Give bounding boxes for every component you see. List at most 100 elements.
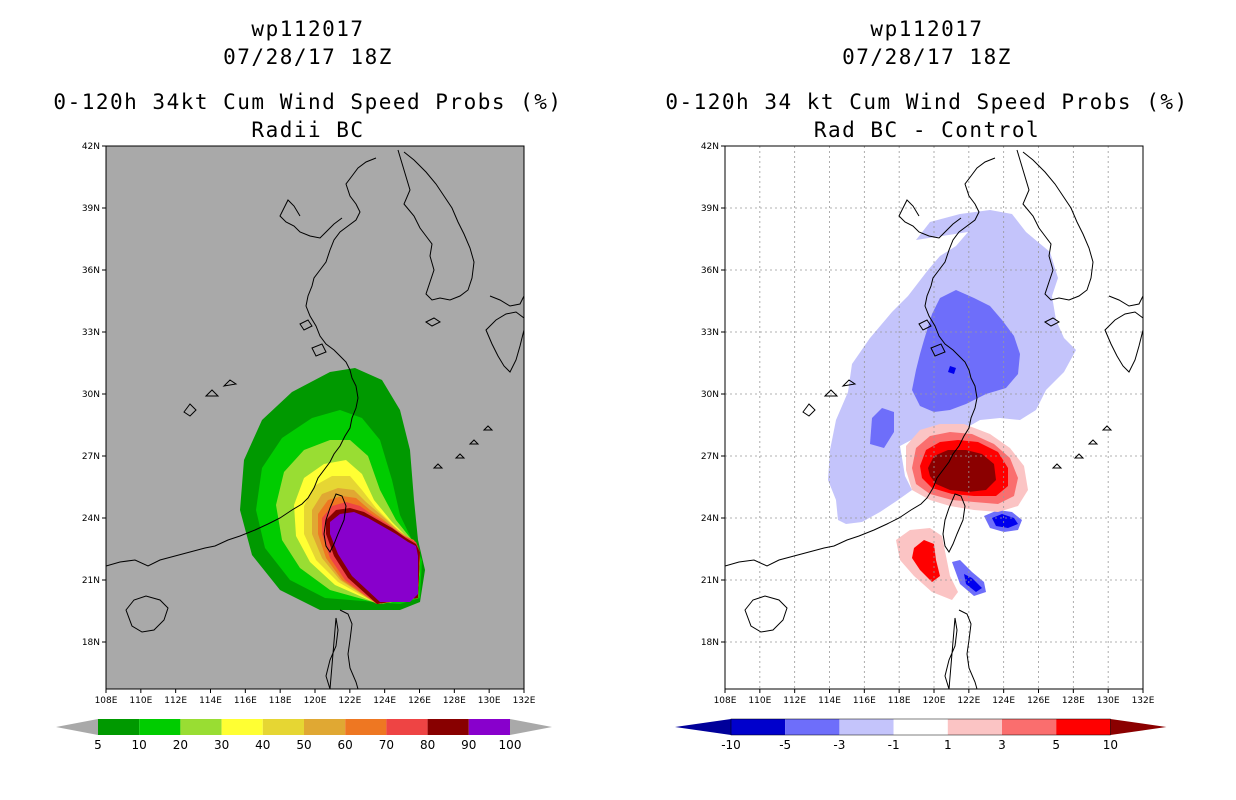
left-map-title: 0-120h 34kt Cum Wind Speed Probs (%) [53,90,563,114]
left-y-axis: 42N 39N 36N 33N 30N 27N 24N 21N 18N [82,142,106,648]
x-tick-label: 130E [478,696,501,706]
colorbar-label: 90 [461,738,476,752]
x-tick-label: 132E [1132,696,1155,706]
colorbar-label: -5 [779,738,791,752]
x-tick-label: 122E [338,696,361,706]
x-tick-label: 118E [269,696,292,706]
y-tick-label: 42N [82,142,100,152]
y-tick-label: 33N [82,328,100,338]
x-tick-label: 130E [1097,696,1120,706]
right-map-grid [725,146,1143,689]
colorbar-label: 10 [132,738,147,752]
colorbar-label: 5 [94,738,102,752]
colorbar-swatch [180,719,222,735]
colorbar-swatch [262,719,304,735]
x-tick-label: 112E [164,696,187,706]
colorbar-label: 3 [998,738,1006,752]
y-tick-label: 18N [82,638,100,648]
colorbar-label: 80 [420,738,435,752]
colorbar-label: 50 [296,738,311,752]
y-tick-label: 24N [701,514,719,524]
colorbar-label: 30 [214,738,229,752]
x-tick-label: 116E [234,696,257,706]
colorbar-swatch [139,719,181,735]
colorbar-swatch [785,719,840,735]
left-probability-contours [240,368,425,610]
colorbar-swatch [468,719,510,735]
right-difference-contours [828,210,1076,600]
right-y-axis: 42N 39N 36N 33N 30N 27N 24N 21N 18N [701,142,725,648]
diff-neg-medium [912,290,1020,412]
right-map: 108E 110E 112E 114E 116E 118E 120E 122E 124E 126E… [701,142,1155,706]
x-tick-label: 114E [818,696,841,706]
colorbar-label: 1 [944,738,952,752]
x-tick-label: 108E [95,696,118,706]
left-storm-id: wp112017 [251,17,365,41]
diff-neg-dark-1 [992,514,1018,528]
y-tick-label: 27N [82,452,100,462]
colorbar-right-extend [1110,719,1167,735]
y-tick-label: 39N [82,204,100,214]
colorbar-swatch [427,719,469,735]
colorbar-label: 60 [338,738,353,752]
right-datetime: 07/28/17 18Z [842,45,1012,69]
right-map-subtitle: Rad BC - Control [813,118,1041,142]
right-x-axis: 108E 110E 112E 114E 116E 118E 120E 122E 124E 126E… [714,689,1155,706]
x-tick-label: 122E [957,696,980,706]
x-tick-label: 118E [888,696,911,706]
colorbar-label: 5 [1052,738,1060,752]
colorbar-left-extend [56,719,98,735]
right-map-title: 0-120h 34 kt Cum Wind Speed Probs (%) [665,90,1189,114]
x-tick-label: 126E [408,696,431,706]
prob-90 [330,512,418,602]
y-tick-label: 30N [82,390,100,400]
left-datetime: 07/28/17 18Z [223,45,393,69]
y-tick-label: 36N [701,266,719,276]
y-tick-label: 33N [701,328,719,338]
diff-neg-dark-3 [948,366,956,374]
y-tick-label: 18N [701,638,719,648]
x-tick-label: 126E [1027,696,1050,706]
colorbar-swatch [947,719,1002,735]
y-tick-label: 21N [701,576,719,586]
right-storm-id: wp112017 [870,17,984,41]
x-tick-label: 132E [513,696,536,706]
y-tick-label: 24N [82,514,100,524]
colorbar-label: -1 [888,738,900,752]
x-tick-label: 114E [199,696,222,706]
left-map: 108E 110E 112E 114E 116E 118E 120E 122E 124E 126E… [82,142,536,706]
colorbar-swatch [839,719,894,735]
colorbar-swatch [1056,719,1111,735]
x-tick-label: 116E [853,696,876,706]
y-tick-label: 30N [701,390,719,400]
colorbar-label: -10 [721,738,741,752]
x-tick-label: 108E [714,696,737,706]
colorbar-swatch [98,719,140,735]
colorbar-label: 10 [1103,738,1118,752]
x-tick-label: 110E [748,696,771,706]
y-tick-label: 36N [82,266,100,276]
x-tick-label: 110E [129,696,152,706]
y-tick-label: 39N [701,204,719,214]
diff-neg-dark-2 [964,574,982,592]
x-tick-label: 124E [992,696,1015,706]
x-tick-label: 112E [783,696,806,706]
y-tick-label: 27N [701,452,719,462]
left-colorbar: 5 10 20 30 40 50 60 70 80 90 100 [56,719,552,752]
colorbar-swatch [386,719,428,735]
left-map-subtitle: Radii BC [251,118,365,142]
left-x-axis: 108E 110E 112E 114E 116E 118E 120E 122E 124E 126E… [95,689,536,706]
colorbar-label: 100 [499,738,522,752]
colorbar-swatch [1002,719,1057,735]
diff-pos-south-strong [912,540,940,582]
colorbar-swatch [304,719,346,735]
diff-pos-max [928,450,996,492]
y-tick-label: 21N [82,576,100,586]
x-tick-label: 128E [1062,696,1085,706]
x-tick-label: 120E [304,696,327,706]
right-colorbar: -10 -5 -3 -1 1 3 5 10 [675,718,1167,752]
colorbar-swatch [893,719,948,735]
diff-neg-medium-2 [870,408,894,448]
colorbar-left-extend [675,719,731,735]
